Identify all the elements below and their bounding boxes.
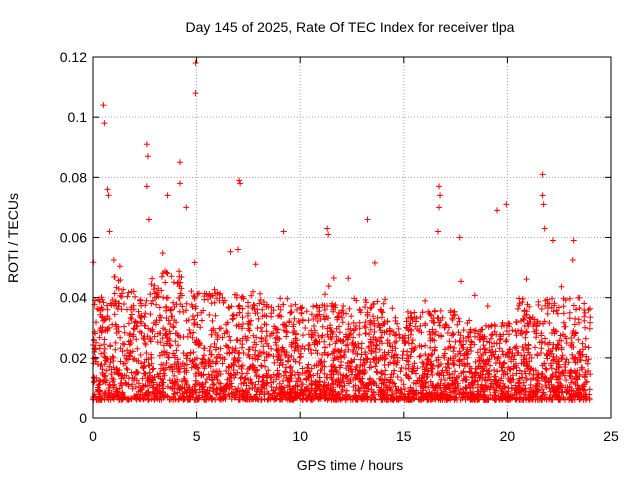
data-point-outlier — [192, 60, 199, 67]
data-point-outlier — [325, 231, 332, 238]
data-point-outlier — [539, 171, 546, 178]
data-point-outlier — [106, 228, 113, 235]
data-point-outlier — [143, 141, 150, 148]
data-point-outlier — [101, 120, 108, 127]
data-point-outlier — [192, 90, 199, 97]
y-tick-label: 0.04 — [60, 290, 87, 306]
data-point-outlier — [143, 183, 150, 190]
data-point-outlier — [237, 180, 244, 187]
x-tick-label: 0 — [89, 428, 97, 444]
data-point-outlier — [541, 225, 548, 232]
x-axis-label: GPS time / hours — [297, 457, 404, 473]
chart-title: Day 145 of 2025, Rate Of TEC Index for r… — [186, 19, 515, 35]
y-tick-label: 0.02 — [60, 350, 87, 366]
axis-ticks: 0 5 10 15 20 25 0 0.02 0.04 0.06 0.08 0.1 0.12 — [60, 49, 619, 444]
data-point-outlier — [235, 246, 242, 253]
data-point-outlier — [145, 216, 152, 223]
data-point-outlier — [324, 225, 331, 232]
y-tick-label: 0.1 — [68, 109, 88, 125]
data-point-outlier — [570, 237, 577, 244]
y-axis-label: ROTI / TECUs — [5, 193, 21, 283]
x-tick-label: 25 — [603, 428, 619, 444]
data-point-outlier — [183, 204, 190, 211]
x-tick-label: 10 — [292, 428, 308, 444]
data-point-outlier — [503, 201, 510, 208]
data-point-outlier — [549, 237, 556, 244]
x-tick-label: 20 — [500, 428, 516, 444]
data-points — [90, 60, 594, 403]
data-point-outlier — [280, 228, 287, 235]
data-point-outlier — [539, 192, 546, 199]
data-point-outlier — [144, 153, 151, 160]
x-tick-label: 15 — [396, 428, 412, 444]
data-point-outlier — [540, 201, 547, 208]
data-point-outlier — [436, 204, 443, 211]
data-point-outlier — [177, 180, 184, 187]
y-tick-label: 0.06 — [60, 230, 87, 246]
y-tick-label: 0 — [79, 410, 87, 426]
y-tick-label: 0.12 — [60, 49, 87, 65]
data-point-outlier — [177, 159, 184, 166]
x-tick-label: 5 — [193, 428, 201, 444]
y-tick-label: 0.08 — [60, 169, 87, 185]
data-point-outlier — [236, 177, 243, 184]
data-point-outlier — [104, 186, 111, 193]
data-point-outlier — [494, 207, 501, 214]
data-point-outlier — [456, 234, 463, 241]
data-point-outlier — [105, 192, 112, 199]
data-point-outlier — [434, 228, 441, 235]
data-point-outlier — [164, 192, 171, 199]
grid-lines — [93, 57, 611, 418]
data-points-cloud — [90, 248, 594, 403]
data-point-outlier — [100, 102, 107, 109]
data-point-outlier — [364, 216, 371, 223]
data-point-outlier — [436, 183, 443, 190]
data-point-outlier — [437, 192, 444, 199]
